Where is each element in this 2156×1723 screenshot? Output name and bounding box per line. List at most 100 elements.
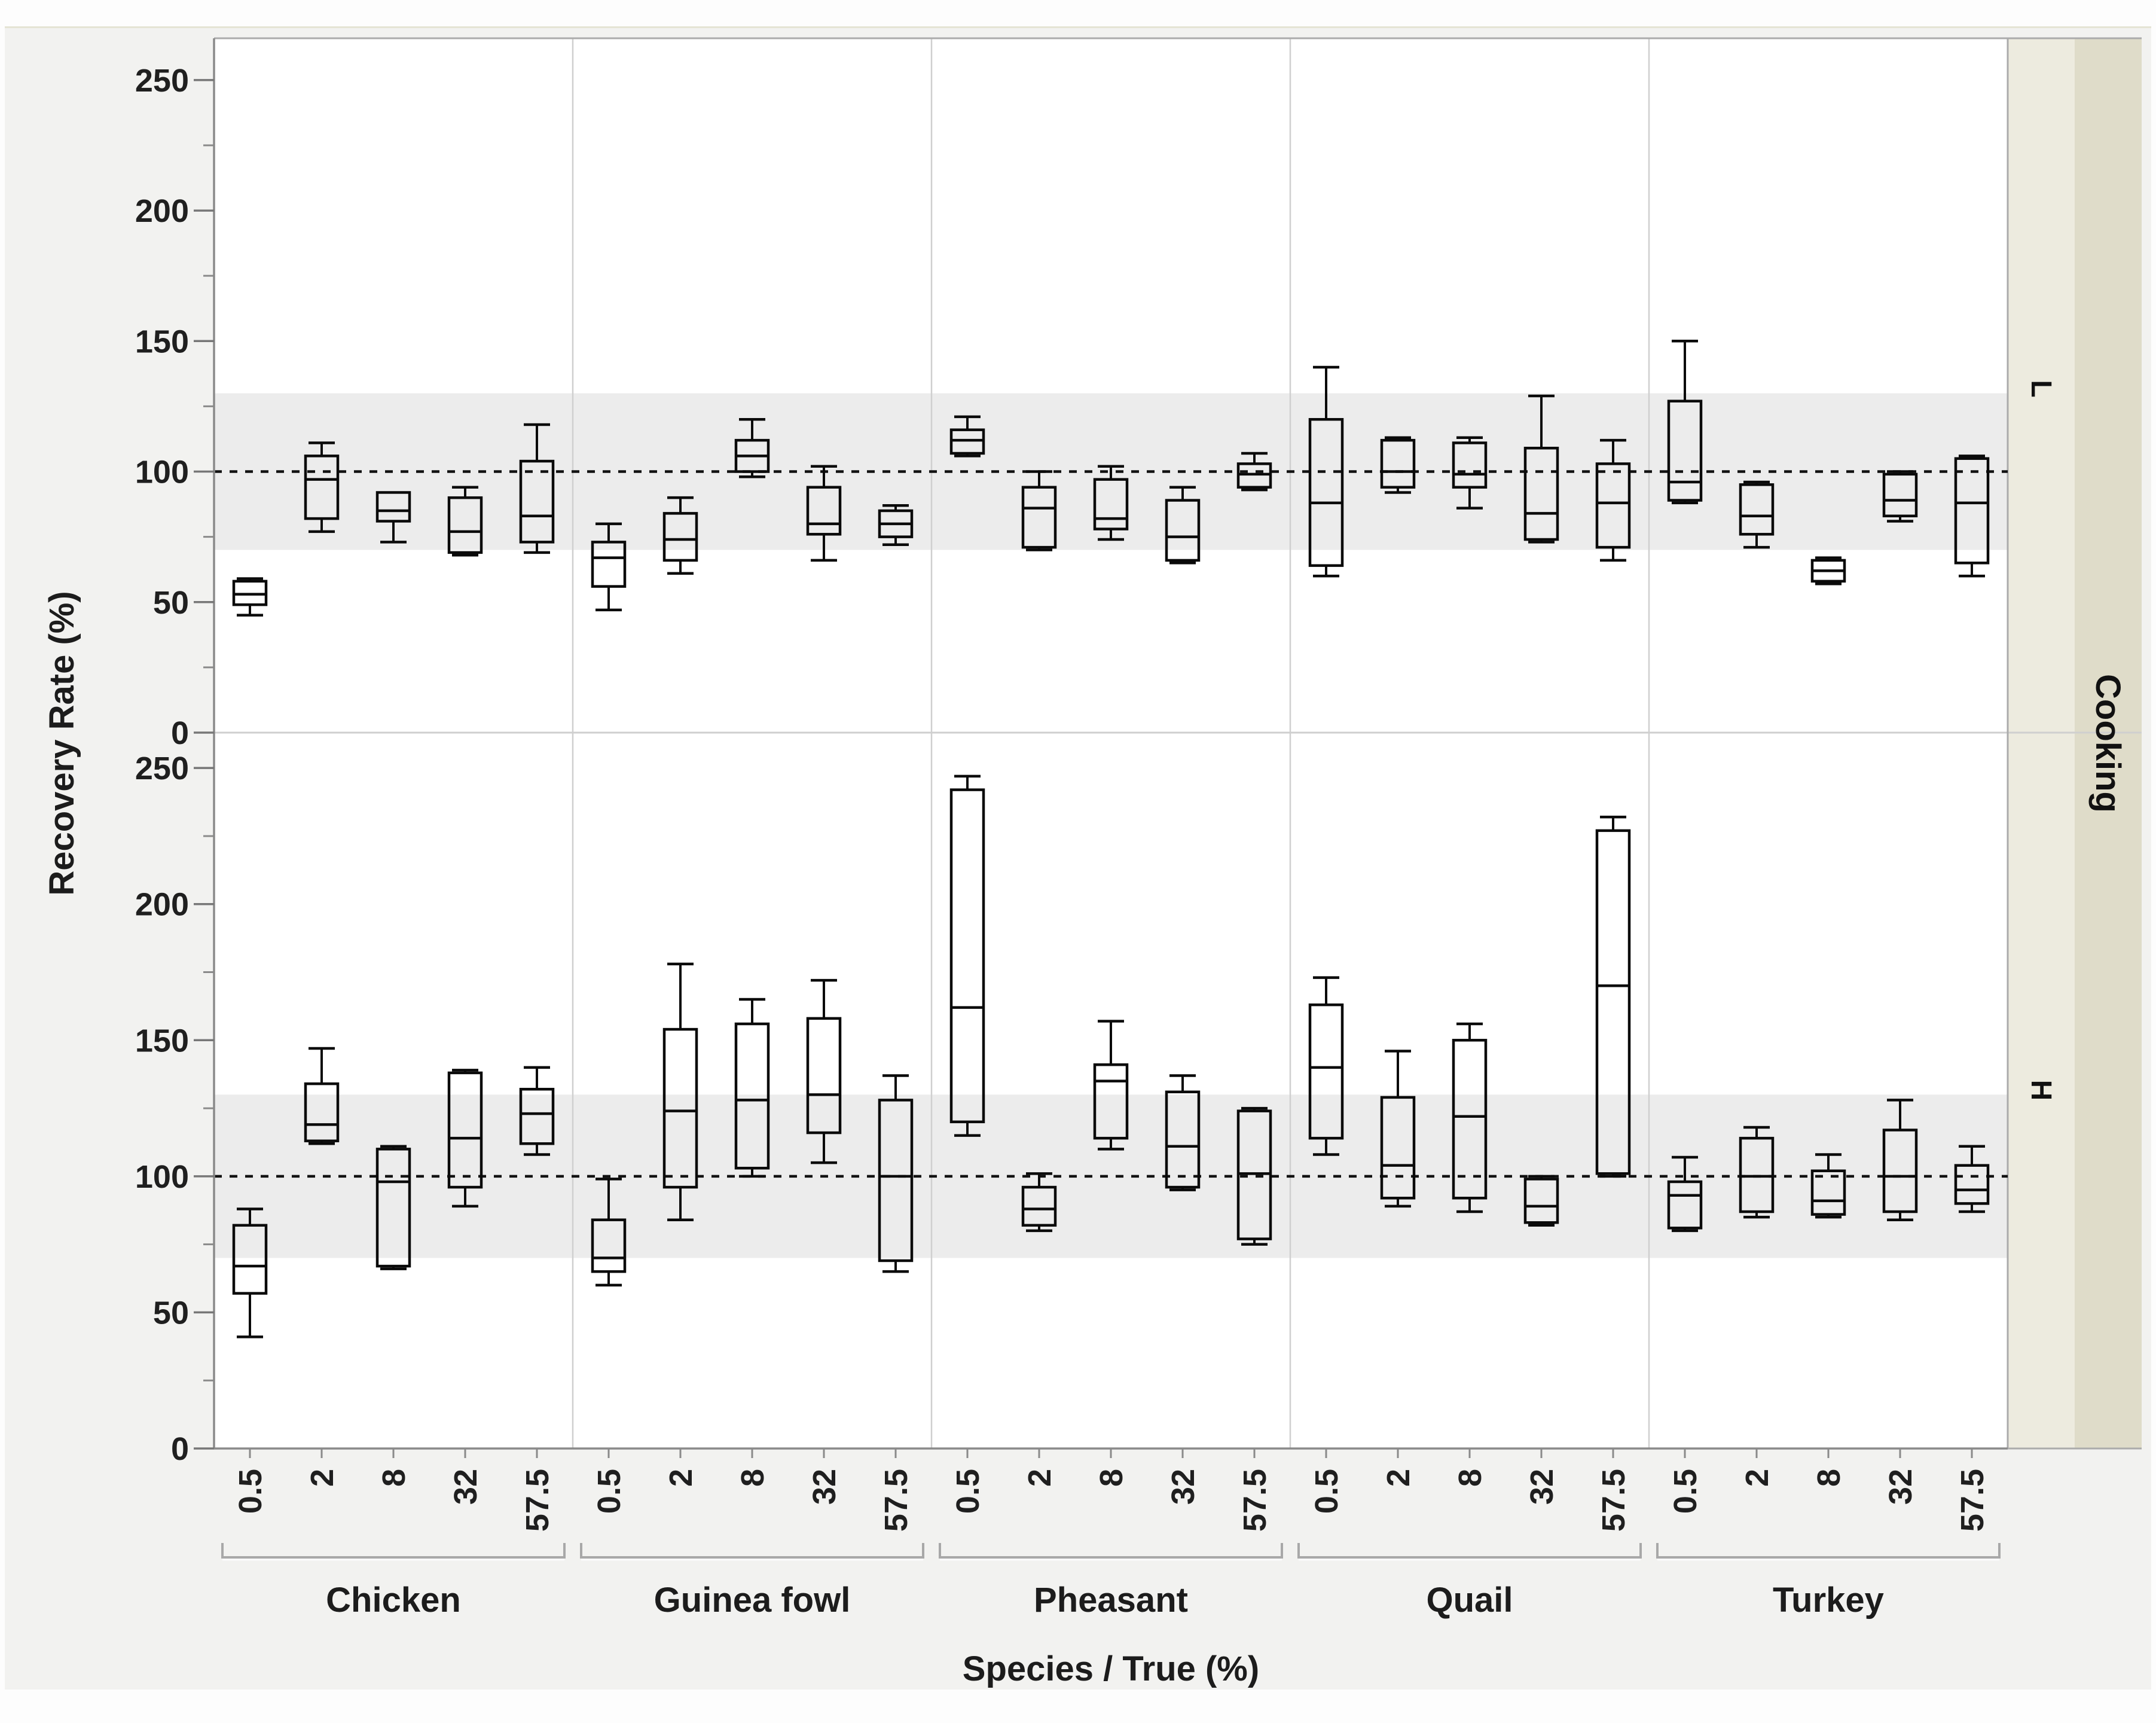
box-guinea-fowl-8-L (734, 417, 770, 478)
y-tick-label: 250 (135, 751, 189, 786)
box-pheasant-2-L (1021, 470, 1057, 551)
row-group-title: Cooking (2042, 674, 2156, 813)
iqr-box (1739, 1136, 1775, 1213)
iqr-box (878, 1099, 914, 1262)
x-tick-label: 57.5 (878, 1469, 914, 1532)
box-pheasant-0.5-H (949, 774, 985, 1137)
x-tick-label: 2 (1739, 1469, 1775, 1487)
species-label: Chicken (326, 1581, 461, 1620)
iqr-box (1595, 462, 1631, 549)
box-chicken-8-L (375, 491, 411, 544)
box-chicken-0.5-H (232, 1207, 268, 1338)
species-bracket (580, 1543, 924, 1559)
iqr-box (1165, 1090, 1201, 1189)
box-chicken-8-H (375, 1145, 411, 1270)
y-tick-label: 0 (171, 715, 189, 751)
box-guinea-fowl-2-H (662, 962, 698, 1221)
x-tick-label: 2 (1381, 1469, 1416, 1487)
box-turkey-8-H (1810, 1153, 1846, 1219)
box-pheasant-0.5-L (949, 415, 985, 458)
iqr-box (1093, 1063, 1129, 1140)
y-tick-label: 100 (135, 455, 189, 490)
box-pheasant-2-H (1021, 1172, 1057, 1233)
y-tick-label: 50 (153, 585, 189, 621)
iqr-box (1523, 447, 1559, 541)
x-tick-label: 8 (1094, 1469, 1129, 1487)
box-chicken-32-H (447, 1069, 483, 1208)
box-quail-8-L (1452, 436, 1488, 510)
iqr-box (1667, 400, 1703, 502)
iqr-box (1021, 1185, 1057, 1227)
x-tick-label: 57.5 (1596, 1469, 1632, 1532)
box-quail-57.5-L (1595, 438, 1631, 562)
iqr-box (806, 1017, 842, 1135)
box-turkey-57.5-L (1954, 455, 1990, 578)
iqr-box (1810, 1169, 1846, 1216)
box-chicken-2-L (304, 441, 340, 533)
iqr-box (447, 1071, 483, 1189)
x-tick-label: 32 (807, 1469, 842, 1505)
box-pheasant-57.5-H (1236, 1106, 1272, 1246)
box-pheasant-8-L (1093, 465, 1129, 541)
iqr-box (949, 788, 985, 1124)
box-turkey-57.5-H (1954, 1145, 1990, 1213)
iqr-box (1380, 438, 1416, 489)
box-chicken-32-L (447, 486, 483, 557)
iqr-box (1882, 472, 1918, 517)
box-quail-2-L (1380, 436, 1416, 494)
x-tick-label: 32 (448, 1469, 484, 1505)
iqr-box (662, 512, 698, 562)
y-tick-label: 50 (153, 1295, 189, 1331)
iqr-box (1954, 457, 1990, 565)
box-pheasant-57.5-L (1236, 452, 1272, 492)
iqr-box (304, 455, 340, 520)
box-guinea-fowl-8-H (734, 998, 770, 1178)
y-tick-label: 100 (135, 1159, 189, 1195)
box-guinea-fowl-0.5-L (591, 522, 627, 612)
x-axis-title: Species / True (%) (752, 1645, 1470, 1692)
row-group-title-text: Cooking (2088, 674, 2128, 813)
x-tick-label: 0.5 (591, 1469, 627, 1514)
iqr-box (375, 491, 411, 523)
iqr-box (1739, 483, 1775, 536)
iqr-box (1882, 1129, 1918, 1213)
panel-label-l-text: L (2025, 380, 2057, 398)
x-tick-label: 2 (1022, 1469, 1058, 1487)
iqr-box (375, 1148, 411, 1268)
x-tick-label: 8 (735, 1469, 771, 1487)
panel-label-h: H (2011, 1060, 2071, 1120)
box-turkey-2-H (1739, 1126, 1775, 1219)
iqr-box (734, 1022, 770, 1170)
box-pheasant-32-H (1165, 1074, 1201, 1191)
iqr-box (806, 486, 842, 536)
box-guinea-fowl-0.5-H (591, 1178, 627, 1287)
species-bracket (1656, 1543, 2001, 1559)
y-axis-title: Recovery Rate (%) (0, 564, 241, 923)
iqr-box (519, 459, 555, 544)
panel-label-l: L (2011, 359, 2071, 419)
species-label: Guinea fowl (654, 1581, 851, 1620)
y-tick-label: 150 (135, 324, 189, 359)
iqr-box (591, 1218, 627, 1273)
x-tick-label: 32 (1524, 1469, 1560, 1505)
y-axis-title-text: Recovery Rate (%) (42, 591, 81, 896)
box-turkey-8-L (1810, 556, 1846, 585)
x-tick-label: 2 (304, 1469, 340, 1487)
box-guinea-fowl-57.5-H (878, 1074, 914, 1273)
iqr-box (591, 541, 627, 588)
box-quail-57.5-H (1595, 815, 1631, 1178)
box-pheasant-32-L (1165, 486, 1201, 565)
x-tick-label: 0.5 (1309, 1469, 1345, 1514)
box-chicken-2-H (304, 1047, 340, 1145)
row-strip-inner (2008, 38, 2075, 1448)
x-axis-title-text: Species / True (%) (962, 1649, 1260, 1688)
box-turkey-2-L (1739, 480, 1775, 549)
box-guinea-fowl-2-L (662, 496, 698, 575)
box-guinea-fowl-32-H (806, 978, 842, 1164)
iqr-box (1380, 1096, 1416, 1200)
box-quail-32-L (1523, 394, 1559, 544)
iqr-box (447, 496, 483, 554)
box-quail-0.5-H (1308, 976, 1344, 1156)
iqr-box (1667, 1180, 1703, 1230)
